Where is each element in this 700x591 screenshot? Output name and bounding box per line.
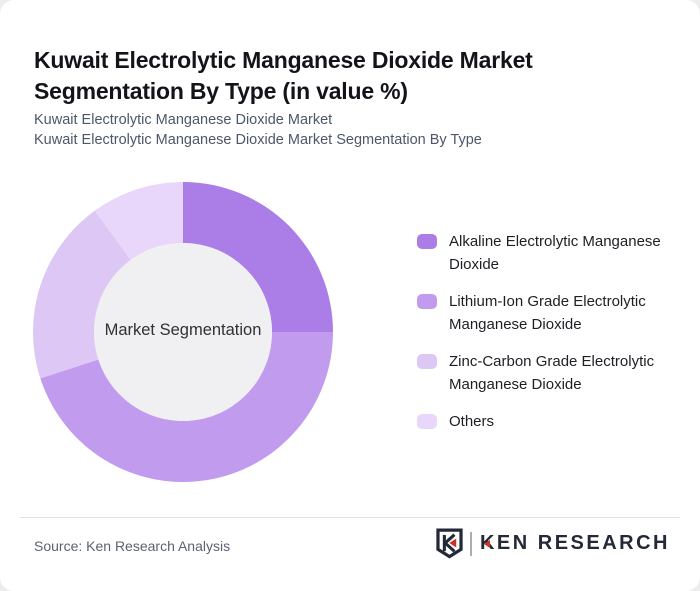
legend-label: Zinc-Carbon Grade Electrolytic Manganese… — [449, 353, 655, 393]
legend-item-alkaline[interactable]: Alkaline Electrolytic Manganese Dioxide — [417, 230, 679, 276]
donut-segment[interactable] — [183, 182, 333, 332]
footer-divider — [20, 517, 680, 518]
legend-item-lithium-ion[interactable]: Lithium-Ion Grade Electrolytic Manganese… — [417, 290, 679, 336]
donut-chart-svg[interactable] — [23, 172, 343, 492]
subtitle-line-1: Kuwait Electrolytic Manganese Dioxide Ma… — [34, 112, 333, 128]
subtitle-line-2: Kuwait Electrolytic Manganese Dioxide Ma… — [34, 131, 482, 148]
legend-swatch-zinc-carbon — [417, 354, 437, 369]
donut-inner-circle — [94, 243, 272, 421]
page-title: Kuwait Electrolytic Manganese Dioxide Ma… — [34, 47, 533, 105]
legend-item-zinc-carbon[interactable]: Zinc-Carbon Grade Electrolytic Manganese… — [417, 350, 679, 396]
logo-wordmark: KEN RESEARCH — [479, 532, 670, 554]
donut-chart[interactable] — [23, 172, 343, 492]
source-note: Source: Ken Research Analysis — [34, 538, 231, 554]
donut-segment[interactable] — [94, 182, 183, 260]
legend-swatch-lithium-ion — [417, 294, 437, 309]
legend-label: Others — [449, 413, 495, 430]
logo-k-red-triangle-icon — [484, 540, 491, 548]
chart-legend: Alkaline Electrolytic Manganese Dioxide … — [417, 230, 679, 447]
donut-segment[interactable] — [32, 210, 131, 379]
legend-swatch-others — [417, 414, 437, 429]
legend-item-others[interactable]: Others — [417, 410, 679, 433]
ken-research-shield-icon — [436, 528, 463, 559]
chart-subtitle: Kuwait Electrolytic Manganese Dioxide Ma… — [34, 111, 482, 150]
donut-segment[interactable] — [40, 332, 333, 482]
legend-swatch-alkaline — [417, 234, 437, 249]
legend-label: Alkaline Electrolytic Manganese Dioxide — [449, 233, 661, 273]
ken-research-logo: KEN RESEARCH — [436, 528, 670, 559]
legend-label: Lithium-Ion Grade Electrolytic Manganese… — [449, 293, 646, 333]
logo-divider-bar — [469, 531, 472, 556]
